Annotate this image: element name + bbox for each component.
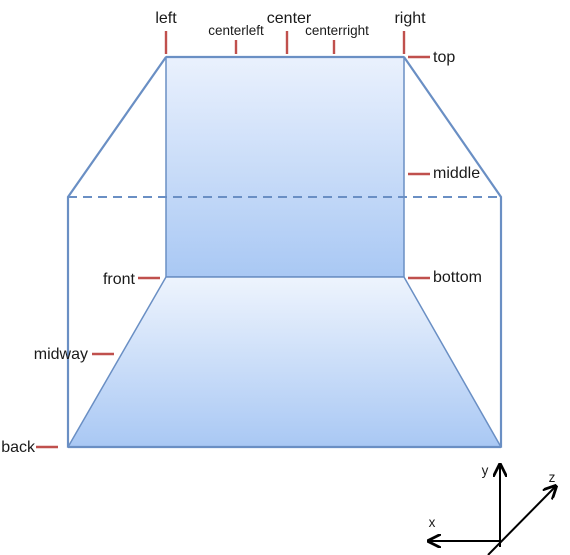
axis-label-z: z [549, 470, 556, 485]
label-right: right [394, 10, 426, 27]
label-center: center [267, 10, 312, 27]
z-axis-arrow [487, 487, 555, 555]
back-wall-plane [165, 56, 405, 278]
label-middle: middle [433, 165, 480, 182]
label-left: left [155, 10, 177, 27]
axis-label-x: x [429, 515, 436, 530]
label-centerright: centerright [305, 23, 369, 38]
axis-label-y: y [482, 463, 489, 478]
label-midway: midway [34, 346, 88, 363]
label-back: back [1, 439, 36, 456]
label-bottom: bottom [433, 269, 482, 286]
label-top: top [433, 49, 455, 66]
tick-marks [36, 31, 430, 449]
frustum-right-edge [403, 56, 503, 447]
label-front: front [103, 271, 136, 288]
label-centerleft: centerleft [208, 23, 264, 38]
floor-plane [66, 276, 503, 448]
coordinate-axes: y x z [429, 463, 556, 555]
